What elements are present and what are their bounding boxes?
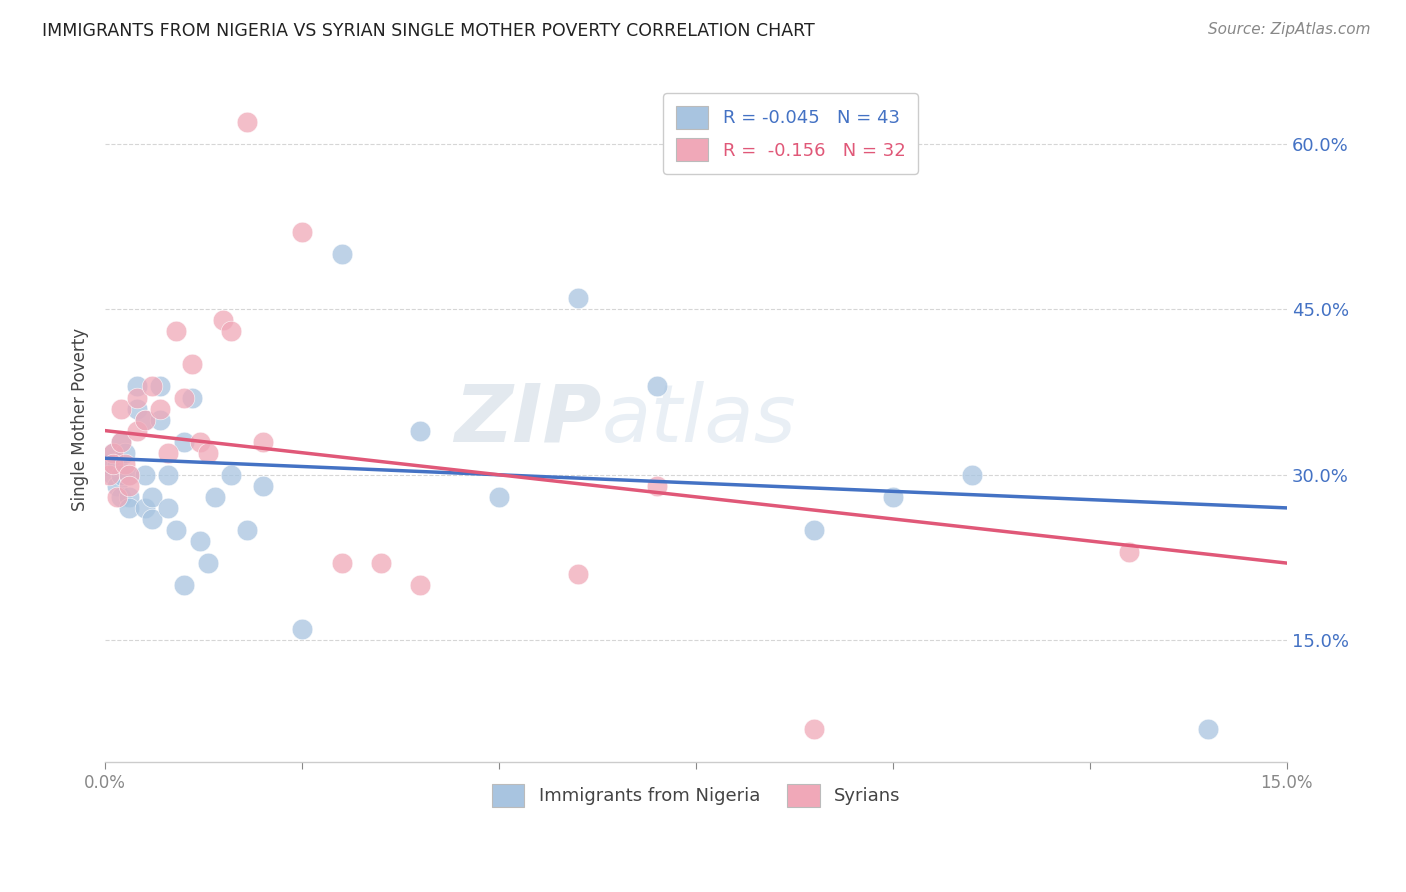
- Point: [110, 490, 132, 504]
- Point: [114, 457, 136, 471]
- Point: [409, 578, 432, 592]
- Y-axis label: Single Mother Poverty: Single Mother Poverty: [72, 328, 89, 511]
- Point: [252, 434, 274, 449]
- Point: [803, 523, 825, 537]
- Point: [212, 313, 235, 327]
- Point: [118, 467, 141, 482]
- Point: [188, 434, 211, 449]
- Point: [180, 358, 202, 372]
- Point: [105, 457, 128, 471]
- Point: [157, 446, 180, 460]
- Point: [567, 567, 589, 582]
- Point: [101, 457, 124, 471]
- Point: [882, 490, 904, 504]
- Point: [188, 534, 211, 549]
- Point: [105, 490, 128, 504]
- Point: [803, 722, 825, 736]
- Point: [330, 247, 353, 261]
- Point: [110, 401, 132, 416]
- Point: [105, 479, 128, 493]
- Point: [1197, 722, 1219, 736]
- Point: [645, 479, 668, 493]
- Point: [330, 556, 353, 570]
- Point: [101, 446, 124, 460]
- Point: [219, 467, 242, 482]
- Point: [291, 623, 314, 637]
- Point: [236, 114, 259, 128]
- Point: [149, 379, 172, 393]
- Point: [1118, 545, 1140, 559]
- Point: [219, 324, 242, 338]
- Point: [134, 467, 156, 482]
- Legend: Immigrants from Nigeria, Syrians: Immigrants from Nigeria, Syrians: [485, 777, 908, 814]
- Point: [141, 512, 163, 526]
- Point: [165, 523, 187, 537]
- Point: [173, 578, 195, 592]
- Point: [134, 412, 156, 426]
- Point: [236, 523, 259, 537]
- Point: [291, 225, 314, 239]
- Point: [125, 401, 148, 416]
- Point: [141, 379, 163, 393]
- Point: [134, 412, 156, 426]
- Point: [197, 556, 219, 570]
- Point: [252, 479, 274, 493]
- Point: [960, 467, 983, 482]
- Point: [101, 446, 124, 460]
- Point: [488, 490, 510, 504]
- Point: [204, 490, 226, 504]
- Point: [409, 424, 432, 438]
- Point: [125, 379, 148, 393]
- Point: [110, 467, 132, 482]
- Point: [141, 490, 163, 504]
- Point: [180, 391, 202, 405]
- Point: [101, 467, 124, 482]
- Text: IMMIGRANTS FROM NIGERIA VS SYRIAN SINGLE MOTHER POVERTY CORRELATION CHART: IMMIGRANTS FROM NIGERIA VS SYRIAN SINGLE…: [42, 22, 815, 40]
- Point: [118, 467, 141, 482]
- Point: [134, 500, 156, 515]
- Text: atlas: atlas: [602, 381, 796, 458]
- Point: [118, 490, 141, 504]
- Point: [173, 434, 195, 449]
- Point: [567, 291, 589, 305]
- Point: [98, 467, 121, 482]
- Point: [149, 401, 172, 416]
- Text: ZIP: ZIP: [454, 381, 602, 458]
- Point: [125, 391, 148, 405]
- Point: [645, 379, 668, 393]
- Point: [197, 446, 219, 460]
- Point: [118, 479, 141, 493]
- Point: [125, 424, 148, 438]
- Point: [157, 500, 180, 515]
- Point: [165, 324, 187, 338]
- Point: [149, 412, 172, 426]
- Point: [98, 457, 121, 471]
- Point: [370, 556, 392, 570]
- Point: [157, 467, 180, 482]
- Point: [118, 500, 141, 515]
- Point: [173, 391, 195, 405]
- Point: [110, 434, 132, 449]
- Point: [110, 434, 132, 449]
- Text: Source: ZipAtlas.com: Source: ZipAtlas.com: [1208, 22, 1371, 37]
- Point: [114, 446, 136, 460]
